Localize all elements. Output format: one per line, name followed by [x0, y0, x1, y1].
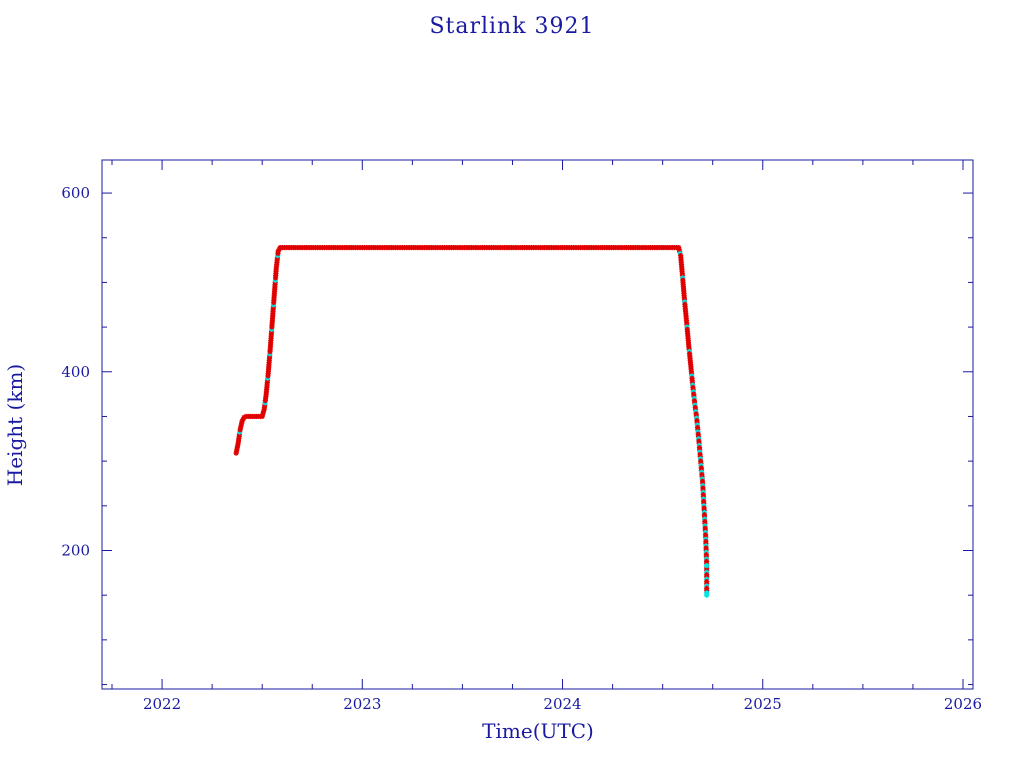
data-point	[704, 592, 710, 598]
y-tick-label: 200	[61, 541, 90, 559]
x-tick-label: 2023	[343, 695, 381, 713]
data-marks	[233, 244, 710, 598]
x-tick-label: 2022	[143, 695, 181, 713]
x-tick-label: 2026	[944, 695, 982, 713]
y-tick-label: 600	[61, 184, 90, 202]
x-tick-label: 2024	[543, 695, 581, 713]
y-axis-label: Height (km)	[3, 364, 27, 486]
axes: 2022 2023 2024 2025 2026 200 400 600	[61, 159, 982, 713]
plot-frame	[101, 159, 974, 690]
x-axis-label: Time(UTC)	[482, 719, 594, 743]
y-tick-label: 400	[61, 363, 90, 381]
x-tick-label: 2025	[744, 695, 782, 713]
data-point	[704, 563, 710, 569]
chart-title: Starlink 3921	[429, 14, 595, 39]
series-line	[235, 247, 708, 596]
